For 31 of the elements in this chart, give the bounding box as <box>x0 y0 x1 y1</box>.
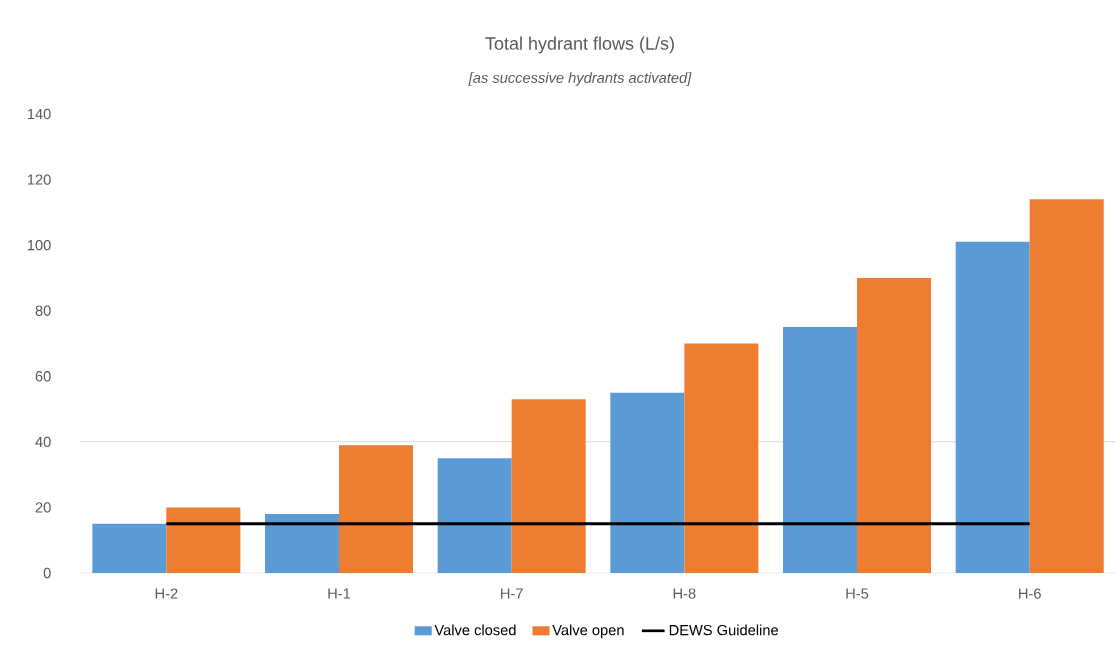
bar <box>684 343 759 573</box>
bar <box>92 523 167 573</box>
y-tick-label: 80 <box>35 305 51 316</box>
x-tick-label: H-2 <box>155 588 178 599</box>
bar <box>857 277 932 573</box>
bar <box>1029 199 1104 573</box>
legend-label: Valve open <box>552 624 624 639</box>
y-tick-label: 20 <box>35 502 51 513</box>
x-tick-label: H-5 <box>846 588 869 599</box>
bar <box>339 445 414 573</box>
y-tick-label: 0 <box>43 567 51 579</box>
legend-label: Valve closed <box>434 624 516 636</box>
y-tick-label: 40 <box>35 436 51 448</box>
x-tick-label: H-1 <box>328 588 351 599</box>
y-tick-label: 100 <box>27 239 51 251</box>
bar <box>437 458 512 573</box>
bar <box>783 327 858 573</box>
y-tick-label: 60 <box>35 371 51 382</box>
bar <box>265 513 340 573</box>
y-tick-label: 140 <box>27 108 51 120</box>
bar <box>955 241 1030 573</box>
y-tick-label: 120 <box>27 174 51 185</box>
x-tick-label: H-8 <box>673 588 696 599</box>
x-tick-label: H-6 <box>1019 588 1041 599</box>
chart-subtitle: [as successive hydrants activated] <box>468 72 692 86</box>
bar <box>166 507 241 573</box>
bar <box>610 392 685 573</box>
x-tick-label: H-7 <box>501 588 523 599</box>
legend-label: DEWS Guideline <box>669 624 778 636</box>
chart-title: Total hydrant flows (L/s) <box>485 36 674 54</box>
bar <box>511 399 586 573</box>
